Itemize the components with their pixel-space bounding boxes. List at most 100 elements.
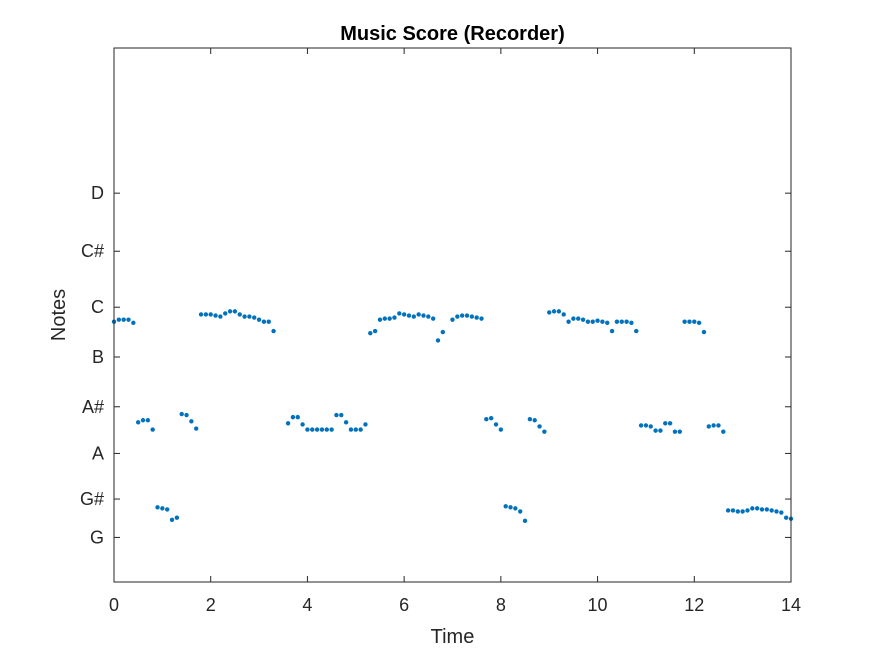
data-point bbox=[464, 313, 470, 318]
data-point bbox=[314, 427, 320, 432]
data-point bbox=[160, 506, 165, 511]
data-point bbox=[131, 320, 136, 325]
data-point bbox=[779, 510, 784, 515]
data-point bbox=[672, 429, 678, 434]
data-point bbox=[503, 504, 508, 509]
data-point bbox=[561, 312, 566, 317]
data-point bbox=[223, 311, 228, 316]
data-point bbox=[701, 329, 707, 335]
data-point bbox=[150, 427, 155, 432]
data-point bbox=[774, 509, 779, 514]
data-point bbox=[493, 422, 499, 427]
chart-title: Music Score (Recorder) bbox=[340, 23, 565, 45]
data-point bbox=[730, 508, 736, 513]
data-point bbox=[368, 330, 373, 336]
data-point bbox=[518, 509, 523, 514]
y-axis-label: Notes bbox=[48, 289, 70, 341]
data-point bbox=[377, 317, 383, 322]
data-point bbox=[624, 319, 629, 324]
data-points bbox=[111, 309, 794, 524]
data-point bbox=[198, 312, 204, 317]
data-point bbox=[450, 317, 455, 322]
y-tick-label: B bbox=[92, 347, 104, 367]
data-point bbox=[295, 414, 300, 420]
x-tick-label: 6 bbox=[399, 595, 409, 615]
data-point bbox=[725, 508, 731, 513]
data-point bbox=[426, 314, 431, 319]
data-point bbox=[595, 318, 600, 323]
x-tick-label: 0 bbox=[109, 595, 119, 615]
data-point bbox=[585, 319, 591, 324]
data-point bbox=[145, 418, 151, 423]
data-point bbox=[696, 320, 702, 325]
data-point bbox=[382, 316, 387, 321]
data-point bbox=[140, 418, 146, 423]
data-point bbox=[474, 315, 479, 320]
x-tick-label: 12 bbox=[684, 595, 704, 615]
data-point bbox=[218, 314, 223, 319]
data-point bbox=[522, 518, 528, 524]
data-point bbox=[634, 328, 639, 334]
data-point bbox=[339, 412, 344, 418]
data-point bbox=[580, 317, 586, 322]
data-point bbox=[358, 427, 363, 432]
y-tick-label: C bbox=[91, 297, 104, 317]
data-point bbox=[430, 316, 436, 321]
data-point bbox=[353, 427, 358, 432]
data-point bbox=[629, 320, 634, 325]
data-point bbox=[329, 427, 334, 432]
data-point bbox=[310, 427, 315, 432]
data-point bbox=[653, 428, 658, 433]
data-point bbox=[508, 505, 513, 510]
data-point bbox=[759, 507, 765, 512]
data-point bbox=[203, 312, 209, 317]
y-tick-label: G bbox=[90, 527, 104, 547]
data-point bbox=[406, 313, 412, 318]
x-tick-label: 2 bbox=[206, 595, 216, 615]
data-point bbox=[261, 319, 267, 324]
data-point bbox=[754, 506, 760, 511]
data-point bbox=[571, 316, 576, 321]
plot-border bbox=[113, 47, 792, 583]
data-point bbox=[469, 314, 475, 319]
data-point bbox=[164, 507, 170, 512]
x-tick-label: 14 bbox=[781, 595, 801, 615]
y-tick-label: A# bbox=[82, 397, 104, 417]
data-point bbox=[547, 310, 552, 315]
data-point bbox=[184, 412, 189, 418]
data-point bbox=[537, 424, 542, 429]
data-point bbox=[397, 311, 402, 316]
data-point bbox=[440, 329, 446, 335]
data-point bbox=[227, 309, 233, 314]
data-point bbox=[745, 508, 750, 513]
data-point bbox=[687, 319, 692, 324]
data-point bbox=[667, 421, 673, 426]
data-point bbox=[648, 424, 653, 429]
data-point bbox=[609, 328, 615, 334]
x-tick-label: 10 bbox=[588, 595, 608, 615]
data-point bbox=[416, 312, 421, 317]
data-point bbox=[566, 319, 571, 324]
data-point bbox=[348, 427, 354, 432]
plot-area bbox=[114, 48, 791, 582]
data-point bbox=[174, 515, 180, 520]
data-point bbox=[711, 423, 716, 428]
data-point bbox=[658, 428, 663, 433]
data-point bbox=[208, 312, 213, 317]
data-point bbox=[764, 507, 770, 512]
data-point bbox=[682, 319, 687, 324]
data-point bbox=[527, 417, 533, 422]
data-point bbox=[619, 319, 624, 324]
data-point bbox=[343, 420, 349, 425]
y-tick-label: G# bbox=[80, 489, 104, 509]
data-point bbox=[266, 319, 271, 324]
data-point bbox=[126, 317, 131, 322]
data-point bbox=[232, 309, 238, 314]
data-point bbox=[256, 317, 262, 322]
y-tick-label: D bbox=[91, 183, 104, 203]
data-point bbox=[319, 427, 325, 432]
data-point bbox=[783, 515, 789, 520]
data-point bbox=[213, 313, 218, 318]
data-point bbox=[252, 315, 257, 320]
data-point bbox=[285, 421, 291, 426]
